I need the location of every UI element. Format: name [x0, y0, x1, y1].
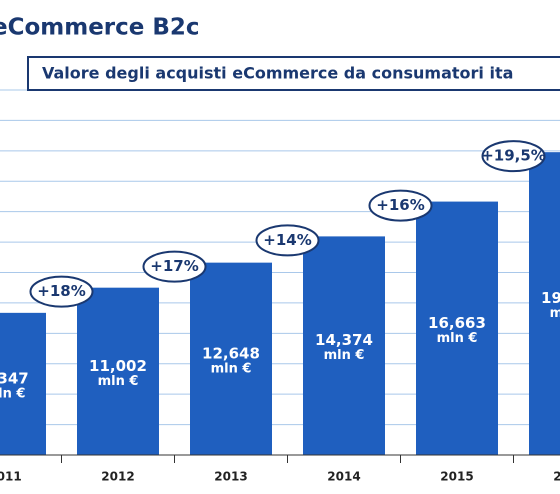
bar	[416, 201, 498, 455]
chart-title: eCommerce B2c	[0, 15, 200, 41]
growth-ellipse	[368, 189, 433, 222]
growth-label: +16%	[376, 196, 424, 214]
bar	[190, 262, 272, 455]
x-tick-label: 2015	[440, 470, 473, 484]
bar	[77, 287, 159, 455]
bar	[0, 312, 46, 455]
growth-ellipse	[29, 275, 94, 308]
x-tick-label: 2016	[553, 470, 560, 484]
value-label: 14,374	[315, 331, 373, 349]
growth-ellipse	[142, 250, 207, 283]
subtitle-box	[27, 56, 560, 91]
value-label: 12,648	[202, 344, 260, 362]
unit-label: mln €	[324, 348, 365, 363]
growth-label: +17%	[150, 257, 198, 275]
bar	[303, 236, 385, 455]
unit-label: mln €	[98, 374, 139, 389]
growth-ellipse	[481, 140, 546, 173]
unit-label: mln €	[437, 331, 478, 346]
chart-subtitle: Valore degli acquisti eCommerce da consu…	[42, 64, 513, 83]
value-label: 9,347	[0, 369, 29, 387]
x-tick-label: 2014	[327, 470, 360, 484]
value-label: 11,002	[89, 357, 147, 375]
growth-ellipse	[255, 224, 320, 257]
x-tick-label: 2011	[0, 470, 22, 484]
value-label: 16,663	[428, 314, 486, 332]
unit-label: mln €	[211, 361, 252, 376]
x-tick-label: 2012	[101, 470, 134, 484]
growth-label: +14%	[263, 231, 311, 249]
bar	[529, 152, 560, 455]
unit-label: mln €	[550, 306, 560, 321]
x-tick-label: 2013	[214, 470, 247, 484]
value-label: 19,912	[541, 289, 560, 307]
unit-label: mln €	[0, 386, 25, 401]
growth-label: +19,5%	[481, 147, 546, 165]
growth-label: +18%	[37, 282, 85, 300]
